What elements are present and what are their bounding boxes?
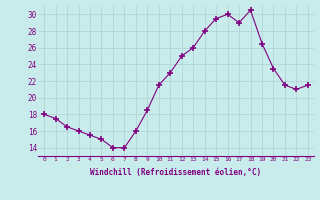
X-axis label: Windchill (Refroidissement éolien,°C): Windchill (Refroidissement éolien,°C) (91, 168, 261, 177)
